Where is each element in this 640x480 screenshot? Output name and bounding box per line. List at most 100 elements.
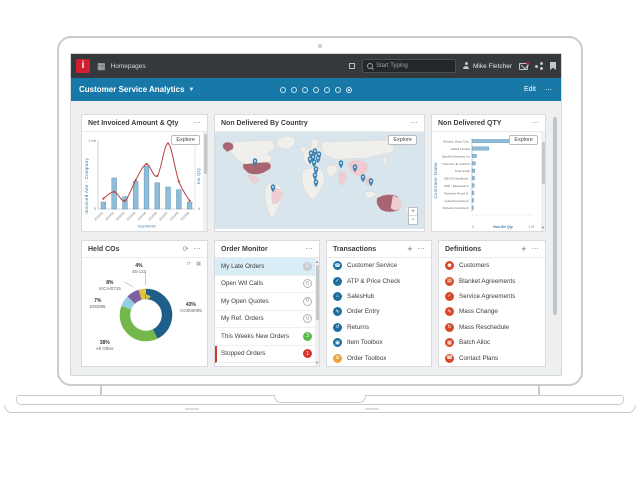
explore-button[interactable]: Explore [509, 135, 538, 145]
card-menu-icon[interactable]: ⋯ [193, 120, 201, 127]
search-icon [366, 63, 373, 69]
list-item-my-ref-orders[interactable]: My Ref. Orders 0 [215, 311, 319, 328]
page-dot[interactable] [324, 86, 330, 93]
webcam-icon [318, 44, 322, 48]
svg-text:2016/02: 2016/02 [104, 211, 115, 222]
bookmark-icon[interactable] [550, 62, 556, 70]
customer-service-icon: ☎ [333, 261, 342, 271]
scroll-down-icon[interactable]: ▼ [541, 225, 545, 230]
svg-text:Generic Shop Cus..: Generic Shop Cus.. [443, 140, 470, 144]
card-non-delivered-qty: Non Delivered QTY ⋯ Explore Customer Nam… [431, 114, 546, 232]
svg-text:Roberts Constructi..: Roberts Constructi.. [443, 206, 470, 210]
main-scrollbar[interactable] [553, 117, 557, 335]
link-customers[interactable]: ⚉ Customers [439, 258, 545, 273]
link-mass-change[interactable]: ✎ Mass Change [439, 304, 545, 319]
link-service-agreements[interactable]: ✓ Service Agreements [439, 289, 545, 304]
user-menu[interactable]: Mike Fletcher [463, 62, 512, 70]
page-title[interactable]: Customer Service Analytics [79, 85, 185, 94]
card-scrollbar[interactable]: ▲ ▼ [315, 258, 319, 366]
top-app-bar: i ▦ Homepages Start Typing Mike Fletcher [71, 54, 561, 78]
svg-text:Friedrich Roedl G..: Friedrich Roedl G.. [444, 191, 470, 195]
card-menu-icon[interactable]: ⋯ [531, 120, 539, 127]
world-map[interactable] [215, 132, 424, 229]
svg-text:0: 0 [198, 207, 200, 211]
page-header: Customer Service Analytics ▼ Edit ⋯ [71, 78, 561, 101]
count-badge: 3 [303, 331, 312, 341]
share-icon[interactable] [535, 62, 543, 70]
infor-logo-icon[interactable]: i [76, 59, 90, 73]
notifications-icon[interactable] [519, 61, 529, 70]
link-batch-alloc[interactable]: ▦ Batch Alloc [439, 335, 545, 350]
donut-label: 43% CG000005 [180, 302, 202, 313]
explore-button[interactable]: Explore [171, 135, 200, 145]
map-zoom-control[interactable]: + − [408, 207, 418, 225]
svg-text:2016/06: 2016/06 [147, 211, 158, 222]
svg-text:2016/04: 2016/04 [126, 211, 137, 222]
batch-alloc-icon: ▦ [445, 338, 454, 348]
list-item-my-open-quotes[interactable]: My Open Quotes 0 [215, 293, 319, 311]
link-atp-price-check[interactable]: ✓ ATP & Price Check [327, 273, 431, 288]
link-blanket-agreements[interactable]: ▤ Blanket Agreements [439, 273, 545, 288]
card-map: Non Delivered By Country ⋯ Explore + − [214, 114, 425, 232]
list-item-open-wtl-calls[interactable]: Open Wtl Calls 0 [215, 276, 319, 293]
list-item-my-late-orders[interactable]: My Late Orders 0 [215, 258, 319, 276]
homepages-label[interactable]: Homepages [110, 62, 146, 70]
add-icon[interactable]: + [407, 243, 413, 254]
page-dot[interactable] [291, 86, 297, 93]
scroll-down-icon[interactable]: ▼ [315, 360, 319, 365]
card-net-invoiced: Net Invoiced Amount & Qty ⋯ Explore Invo… [81, 114, 208, 232]
page-dot[interactable] [335, 86, 341, 93]
chart-refresh-icon[interactable]: ⟳ [186, 261, 191, 267]
calendar-icon[interactable]: ▦ [196, 261, 201, 267]
card-menu-icon[interactable]: ⋯ [531, 246, 539, 253]
link-order-entry[interactable]: ✎ Order Entry [327, 304, 431, 319]
search-placeholder: Start Typing [375, 63, 408, 69]
scroll-up-icon[interactable]: ▲ [315, 259, 319, 264]
card-menu-icon[interactable]: ⋯ [417, 246, 425, 253]
saleshub-icon: ⌂ [333, 291, 342, 301]
add-icon[interactable]: + [521, 243, 527, 254]
card-menu-icon[interactable]: ⋯ [410, 120, 418, 127]
card-title: Non Delivered QTY [438, 119, 502, 127]
card-menu-icon[interactable]: ⋯ [305, 246, 313, 253]
svg-text:1 M: 1 M [529, 225, 535, 229]
list-item-stopped-orders[interactable]: Stopped Orders 1 [215, 345, 319, 363]
list-item-weeks-new-orders[interactable]: This Weeks New Orders 3 [215, 328, 319, 346]
page-overflow-icon[interactable]: ⋯ [545, 86, 553, 94]
panel-icon[interactable] [348, 63, 355, 69]
zoom-in-button[interactable]: + [409, 208, 417, 216]
link-contact-plans[interactable]: ☎ Contact Plans [445, 353, 499, 363]
card-title: Held COs [88, 245, 120, 253]
svg-text:2016/07: 2016/07 [158, 211, 169, 222]
card-scrollbar[interactable] [203, 132, 207, 231]
svg-text:Paul Smith: Paul Smith [455, 169, 470, 173]
svg-text:2016/08: 2016/08 [169, 211, 180, 222]
refresh-icon[interactable]: ⟳ [182, 245, 189, 253]
link-item-toolbox[interactable]: ▣ Item Toolbox [327, 335, 431, 350]
svg-text:0: 0 [472, 225, 474, 229]
edit-button[interactable]: Edit [523, 86, 536, 93]
link-customer-service[interactable]: ☎ Customer Service [333, 261, 398, 271]
link-mass-reschedule[interactable]: ↻ Mass Reschedule [439, 320, 545, 335]
chevron-down-icon[interactable]: ▼ [188, 86, 195, 93]
link-returns[interactable]: ↺ Returns [327, 320, 431, 335]
count-badge: 0 [303, 261, 312, 271]
page-dot-active[interactable] [346, 86, 352, 93]
user-avatar-icon [463, 62, 470, 70]
card-scrollbar[interactable]: ▼ [541, 132, 545, 231]
page-dot[interactable] [313, 86, 319, 93]
zoom-out-button[interactable]: − [411, 217, 415, 223]
card-transactions: Transactions + ⋯ ☎ Customer Service ✓ [326, 240, 432, 367]
app-grid-icon[interactable]: ▦ [97, 60, 106, 71]
search-input[interactable]: Start Typing [361, 59, 456, 73]
page-dot[interactable] [302, 86, 308, 93]
explore-button[interactable]: Explore [388, 135, 417, 145]
link-order-toolbox[interactable]: ⚙ Order Toolbox [327, 350, 431, 365]
page-dot[interactable] [280, 86, 286, 93]
link-saleshub[interactable]: ⌂ SalesHub [327, 289, 431, 304]
dashboard-content: Net Invoiced Amount & Qty ⋯ Explore Invo… [71, 101, 561, 375]
card-title: Transactions [333, 245, 377, 253]
card-menu-icon[interactable]: ⋯ [193, 246, 201, 253]
laptop-base-lip [4, 405, 636, 413]
